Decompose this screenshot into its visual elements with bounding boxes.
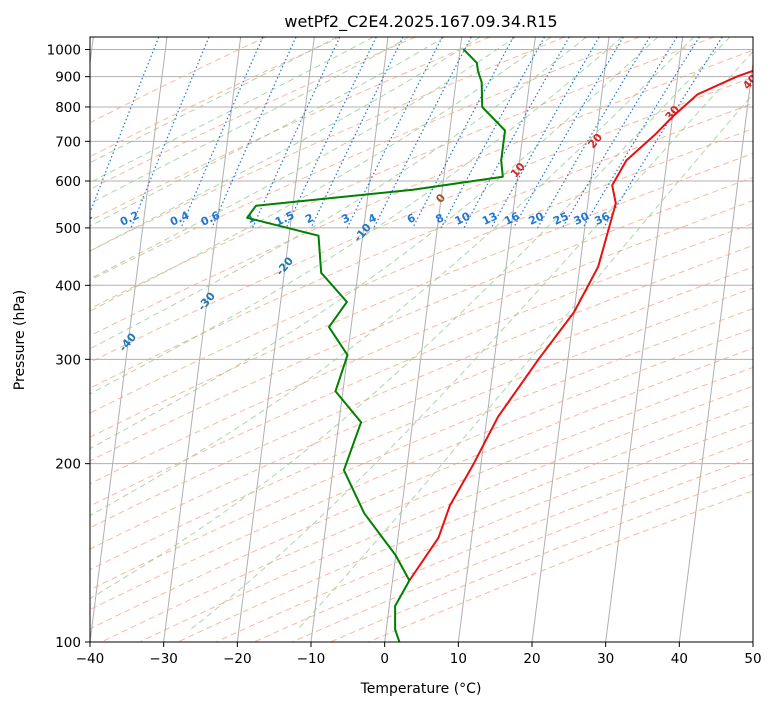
isotherm-line	[236, 37, 315, 642]
isotherm-line	[90, 37, 168, 642]
dry-adiabat-line	[90, 37, 491, 222]
dewpoint-line	[246, 48, 506, 642]
mixing-ratio-line	[582, 37, 700, 229]
moist-adiabat-line	[90, 37, 338, 164]
dry-adiabat-line	[292, 456, 753, 642]
moist-adiabat-line	[90, 37, 731, 600]
mixing-ratio-line	[251, 37, 341, 229]
y-axis: 100 200 300 400 500 600 700 800 900 1000	[47, 43, 90, 651]
y-tick-label: 800	[55, 100, 81, 116]
x-tick-label: −30	[149, 651, 178, 667]
x-tick-label: −10	[297, 651, 326, 667]
moist-adiabat-line	[90, 37, 552, 312]
mixing-ratio-label: 16	[502, 209, 522, 227]
mixing-ratio-label: 25	[551, 210, 570, 228]
mixing-ratio-line	[412, 37, 514, 229]
mixing-ratio-label: 13	[480, 210, 499, 228]
moist-adiabat-line	[90, 37, 481, 252]
x-tick-label: 40	[671, 651, 688, 667]
y-tick-label: 100	[55, 635, 81, 651]
y-tick-label: 600	[55, 174, 81, 190]
dry-adiabat-line	[330, 473, 753, 642]
moist-adiabat-line	[90, 37, 587, 350]
x-tick-label: −40	[76, 651, 105, 667]
x-tick-label: 10	[450, 651, 467, 667]
x-tick-label: 30	[597, 651, 614, 667]
x-axis-label: Temperature (°C)	[360, 681, 482, 697]
x-tick-label: 20	[523, 651, 540, 667]
moist-adiabat-line	[297, 93, 753, 630]
mixing-ratio-line	[463, 37, 570, 229]
mixing-ratio-line	[490, 37, 600, 229]
x-tick-label: 0	[380, 651, 389, 667]
mixing-ratio-line	[512, 37, 624, 229]
y-tick-label: 300	[55, 352, 81, 368]
dry-adiabat-label: -50	[37, 374, 60, 398]
dry-adiabat-line	[90, 37, 416, 190]
mixing-ratio-line	[285, 37, 377, 229]
mixing-ratio-label: 10	[453, 209, 473, 227]
dry-adiabat-line	[90, 37, 640, 281]
mixing-ratio-line	[561, 37, 678, 229]
moist-adiabat-line	[190, 50, 753, 630]
mixing-ratio-label: 30	[572, 209, 592, 227]
dry-adiabat-line	[215, 421, 753, 642]
y-tick-label: 900	[55, 70, 81, 86]
y-tick-label: 1000	[47, 43, 81, 59]
background-lines	[90, 37, 753, 642]
dry-adiabat-line	[90, 128, 753, 414]
profile-lines	[246, 48, 753, 642]
moist-adiabat-line	[90, 37, 374, 184]
mixing-ratio-label: 0.1	[71, 209, 94, 229]
isotherm-line	[678, 59, 753, 642]
y-tick-label: 400	[55, 278, 81, 294]
y-tick-label: 700	[55, 134, 81, 150]
mixing-ratio-label: 20	[526, 209, 546, 227]
moist-adiabat-line	[90, 37, 695, 517]
chart-title: wetPf2_C2E4.2025.167.09.34.R15	[284, 12, 557, 32]
temperature-line	[408, 69, 753, 582]
plot-frame	[89, 36, 754, 643]
isotherm-line	[310, 37, 389, 642]
isotherm-line	[457, 37, 536, 642]
plot-background	[90, 37, 753, 642]
moist-adiabat-line	[90, 37, 659, 450]
x-tick-label: −20	[223, 651, 252, 667]
y-axis-label: Pressure (hPa)	[12, 290, 28, 390]
moist-adiabat-line	[90, 37, 516, 280]
dry-adiabat-line	[253, 439, 753, 642]
mixing-ratio-line	[310, 37, 404, 229]
mixing-ratio-line	[211, 37, 297, 229]
mixing-ratio-line	[180, 37, 264, 229]
moist-adiabat-line	[90, 37, 445, 227]
y-tick-label: 500	[55, 221, 81, 237]
y-tick-label: 200	[55, 457, 81, 473]
mixing-ratio-line	[537, 37, 651, 229]
dry-adiabat-line	[90, 102, 753, 389]
isotherm-line	[163, 37, 242, 642]
dry-adiabat-line	[90, 37, 341, 158]
x-tick-label: 50	[744, 651, 761, 667]
x-axis: −40 −30 −20 −10 0 10 20 30 40 50	[76, 642, 762, 667]
mixing-ratio-line	[603, 37, 723, 229]
moist-adiabat-line	[90, 37, 410, 205]
isotherm-line	[752, 638, 753, 642]
isotherm-line	[384, 37, 463, 642]
mixing-ratio-line	[440, 37, 546, 229]
dry-adiabat-line	[368, 490, 753, 642]
mixing-ratio-label: 36	[592, 209, 612, 227]
dry-adiabat-line	[90, 37, 715, 310]
